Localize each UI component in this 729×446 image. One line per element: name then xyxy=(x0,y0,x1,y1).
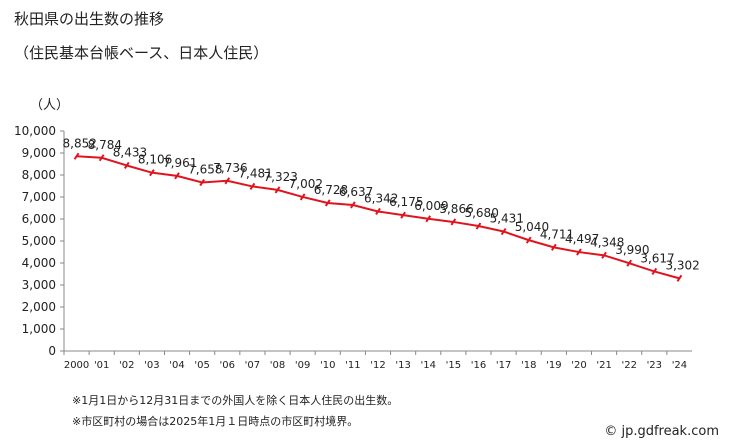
x-tick-label: 2000 xyxy=(64,360,89,371)
x-tick-label: '24 xyxy=(672,360,687,371)
data-label: 3,990 xyxy=(615,243,649,257)
data-label: 7,002 xyxy=(289,177,323,191)
chart-title: 秋田県の出生数の推移 xyxy=(14,10,165,28)
y-tick-label: 1,000 xyxy=(22,322,56,336)
data-point xyxy=(576,248,582,256)
y-tick-label: 6,000 xyxy=(22,212,56,226)
x-tick-label: '02 xyxy=(119,360,134,371)
x-tick-label: '05 xyxy=(194,360,209,371)
data-point xyxy=(400,211,406,219)
x-tick-label: '19 xyxy=(546,360,561,371)
data-label: 5,680 xyxy=(464,206,498,220)
data-label: 6,342 xyxy=(364,191,398,205)
data-label: 8,852 xyxy=(63,136,97,150)
x-tick-label: '16 xyxy=(471,360,486,371)
x-tick-label: '14 xyxy=(420,360,435,371)
x-tick-label: '09 xyxy=(295,360,310,371)
note-2: ※市区町村の場合は2025年1月１日時点の市区町村境界。 xyxy=(72,415,359,428)
data-point xyxy=(174,172,180,180)
x-tick-label: '12 xyxy=(370,360,385,371)
data-label: 4,348 xyxy=(590,235,624,249)
data-point xyxy=(450,218,457,226)
data-label: 3,302 xyxy=(665,258,699,272)
data-label: 4,497 xyxy=(565,232,599,246)
data-label: 7,961 xyxy=(163,156,197,170)
data-point xyxy=(525,236,532,244)
data-point xyxy=(299,193,306,201)
data-point xyxy=(375,207,381,216)
data-point xyxy=(500,227,507,236)
x-tick-label: '18 xyxy=(521,360,536,371)
x-tick-label: '20 xyxy=(571,360,586,371)
y-tick-label: 8,000 xyxy=(22,168,56,182)
data-label: 7,658 xyxy=(188,163,222,177)
y-tick-label: 7,000 xyxy=(22,190,56,204)
data-label: 5,866 xyxy=(439,202,473,216)
y-tick-label: 3,000 xyxy=(22,278,56,292)
chart-subtitle: （住民基本台帳ベース、日本人住民） xyxy=(14,44,269,62)
x-tick-label: '17 xyxy=(496,360,511,371)
data-label: 7,736 xyxy=(213,161,247,175)
x-tick-label: '15 xyxy=(446,360,461,371)
data-label: 4,711 xyxy=(540,227,574,241)
data-point xyxy=(651,267,658,275)
data-point xyxy=(274,186,281,194)
x-tick-label: '06 xyxy=(220,360,235,371)
x-tick-label: '08 xyxy=(270,360,285,371)
data-point xyxy=(199,178,205,187)
x-tick-label: '21 xyxy=(596,360,611,371)
data-label: 3,617 xyxy=(640,251,674,265)
series-line xyxy=(76,155,680,280)
data-label: 6,175 xyxy=(389,195,423,209)
y-tick-label: 5,000 xyxy=(22,234,56,248)
data-label: 6,009 xyxy=(414,199,448,213)
y-tick-label: 2,000 xyxy=(22,300,56,314)
data-label: 5,040 xyxy=(515,220,549,234)
data-point xyxy=(249,182,256,190)
data-point xyxy=(123,161,130,170)
data-point xyxy=(425,215,432,223)
x-tick-label: '07 xyxy=(245,360,260,371)
data-point xyxy=(98,154,105,162)
data-label: 6,728 xyxy=(314,183,348,197)
y-tick-label: 9,000 xyxy=(22,146,56,160)
x-tick-label: '01 xyxy=(94,360,109,371)
data-point xyxy=(551,243,557,251)
y-axis-unit: （人） xyxy=(30,98,70,113)
x-tick-label: '11 xyxy=(345,360,360,371)
data-label: 7,481 xyxy=(238,166,272,180)
data-point xyxy=(350,201,356,209)
data-point xyxy=(676,274,683,282)
x-tick-label: '22 xyxy=(621,360,636,371)
data-point xyxy=(149,169,155,177)
y-tick-label: 4,000 xyxy=(22,256,56,270)
data-label: 6,637 xyxy=(339,185,373,199)
data-point xyxy=(626,259,633,267)
data-point xyxy=(224,177,231,185)
data-label: 8,106 xyxy=(138,153,172,167)
data-point xyxy=(324,199,331,207)
x-tick-label: '13 xyxy=(395,360,410,371)
data-label: 5,431 xyxy=(490,212,524,226)
credit: © jp.gdfreak.com xyxy=(604,424,719,439)
data-point xyxy=(475,222,482,230)
y-tick-label: 10,000 xyxy=(14,124,56,138)
data-label: 8,433 xyxy=(113,145,147,159)
data-label: 7,323 xyxy=(264,170,298,184)
note-1: ※1月1日から12月31日までの外国人を除く日本人住民の出生数。 xyxy=(72,394,399,407)
data-point xyxy=(601,251,607,259)
x-tick-label: '04 xyxy=(169,360,184,371)
data-label: 8,784 xyxy=(88,138,122,152)
data-point xyxy=(73,152,80,160)
y-tick-label: 0 xyxy=(48,344,56,358)
x-tick-label: '10 xyxy=(320,360,335,371)
x-tick-label: '03 xyxy=(144,360,159,371)
x-tick-label: '23 xyxy=(647,360,662,371)
